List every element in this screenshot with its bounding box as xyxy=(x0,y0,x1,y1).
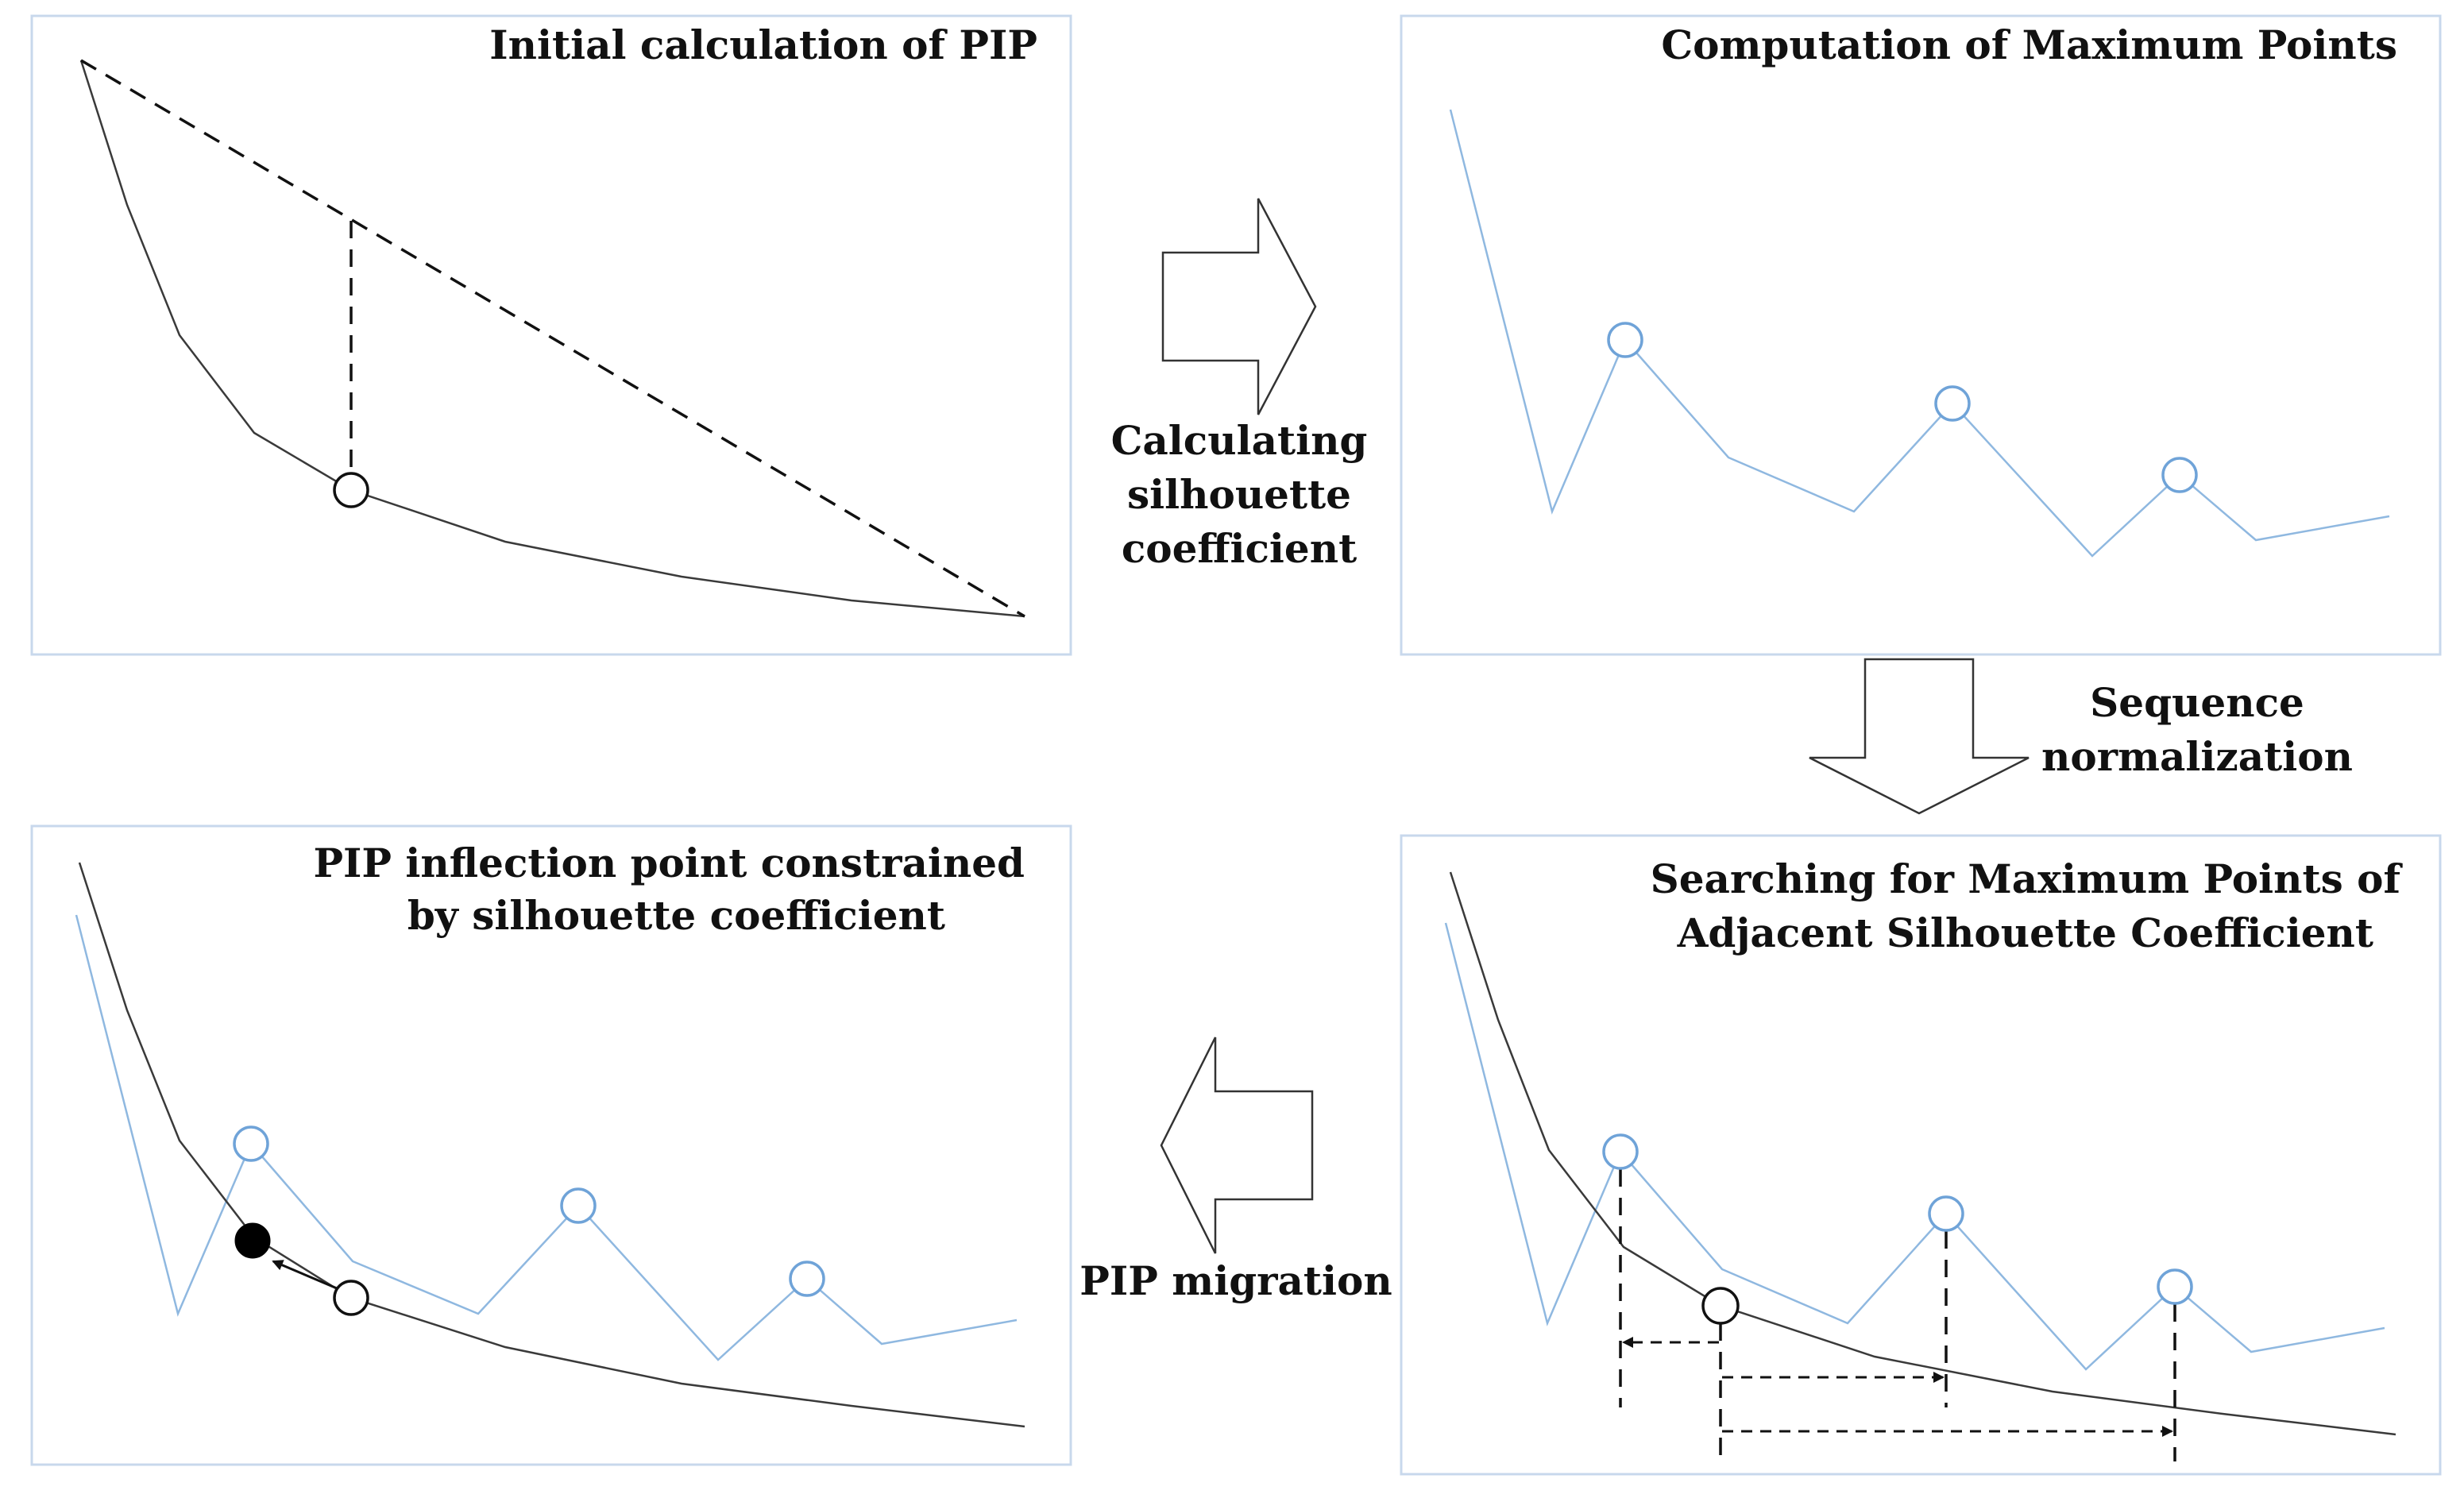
migrated-pip-marker xyxy=(234,1222,271,1259)
maximum-point-marker xyxy=(233,1125,269,1162)
panel-frame xyxy=(1400,14,2442,656)
arrow-label: PIP migration xyxy=(1079,1257,1392,1304)
panel-title: Computation of Maximum Points xyxy=(1661,21,2397,68)
panel-frame xyxy=(30,824,1072,1466)
maximum-point-marker xyxy=(2157,1268,2193,1305)
arrow-pip-migration: PIP migration xyxy=(1079,1037,1392,1304)
maximum-point-marker xyxy=(1607,322,1643,358)
right-arrow-icon xyxy=(1161,198,1317,415)
silhouette-curve xyxy=(75,914,1018,1361)
maximum-point-marker xyxy=(1934,385,1971,422)
maximum-point-marker xyxy=(1928,1195,1964,1232)
arrow-label-line2: normalization xyxy=(2041,733,2353,780)
arrow-label-line2: silhouette xyxy=(1127,471,1351,518)
arrow-label-line1: Calculating xyxy=(1111,417,1368,464)
panel-title-line1: Searching for Maximum Points of xyxy=(1651,855,2404,902)
maximum-point-marker xyxy=(2161,457,2198,493)
panel-initial-pip: Initial calculation of PIP xyxy=(30,14,1072,656)
original-pip-marker xyxy=(333,1280,369,1316)
arrow-label-line1: Sequence xyxy=(2090,679,2304,726)
silhouette-curve xyxy=(1449,109,2390,558)
maximum-point-marker xyxy=(560,1187,597,1224)
left-arrow-icon xyxy=(1160,1037,1314,1254)
panel-title-line1: PIP inflection point constrained xyxy=(313,840,1025,886)
silhouette-curve xyxy=(1444,922,2385,1371)
pip-point-marker xyxy=(1701,1287,1740,1325)
panel-title: Initial calculation of PIP xyxy=(489,21,1037,68)
arrow-calculating-silhouette: Calculating silhouette coefficient xyxy=(1111,198,1368,572)
panel-title-line2: by silhouette coefficient xyxy=(407,892,945,939)
migration-arrow xyxy=(272,1260,338,1290)
panel-pip-constrained: PIP inflection point constrained by silh… xyxy=(30,824,1072,1466)
dashed-chord xyxy=(80,59,1025,618)
arrow-label-line3: coefficient xyxy=(1122,525,1357,572)
panel-frame xyxy=(1400,834,2442,1476)
panel-adjacent-search: Searching for Maximum Points of Adjacent… xyxy=(1400,834,2442,1476)
down-arrow-icon xyxy=(1809,658,2030,815)
panel-frame xyxy=(30,14,1072,656)
arrow-sequence-normalization: Sequence normalization xyxy=(1809,658,2353,815)
panel-title-line2: Adjacent Silhouette Coefficient xyxy=(1677,909,2373,956)
pip-point-marker xyxy=(333,472,369,508)
maximum-point-marker xyxy=(789,1261,825,1297)
maximum-point-marker xyxy=(1602,1133,1639,1170)
panel-maximum-points: Computation of Maximum Points xyxy=(1400,14,2442,656)
